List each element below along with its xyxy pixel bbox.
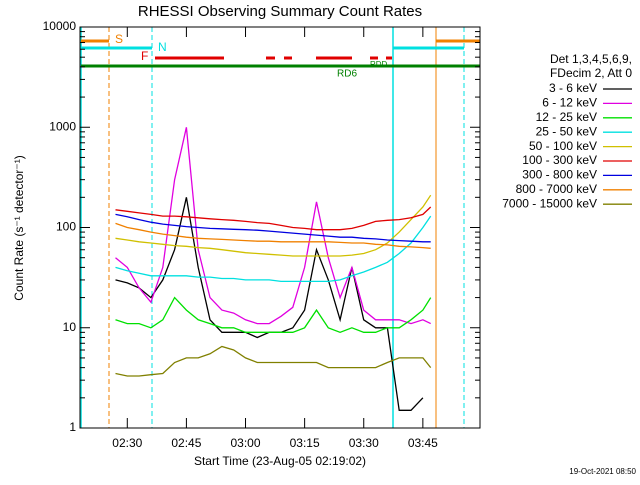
x-tick-label: 03:45 [408,436,438,450]
x-tick-label: 02:45 [171,436,201,450]
legend-label: 12 - 25 keV [536,110,597,124]
x-tick-label: 03:30 [349,436,379,450]
legend-label: 300 - 800 keV [522,168,597,182]
series-line [115,127,431,325]
series-line [115,206,432,231]
y-tick-label: 100 [56,220,76,234]
series-line [115,222,431,249]
y-axis-label: Count Rate (s⁻¹ detector⁻¹) [12,155,26,300]
footer: 19-Oct-2021 08:50 [569,467,636,476]
legend-label: 25 - 50 keV [536,124,597,138]
annotation: S [115,32,123,46]
x-tick-label: 03:00 [231,436,261,450]
legend-label: 100 - 300 keV [522,153,597,167]
series-line [115,213,431,243]
legend-label: 3 - 6 keV [549,81,597,95]
series-line [115,215,432,283]
legend-label: 6 - 12 keV [542,96,597,110]
annotation: RD6 [337,69,357,80]
plot-frame [79,26,481,429]
legend-title: Det 1,3,4,5,6,9, [550,52,632,66]
flags [80,27,480,428]
annotation: F [141,49,148,63]
series-line [115,194,432,257]
annotation: RDD [370,60,388,69]
series-line [115,296,432,333]
y-tick-label: 10 [63,320,77,334]
legend-label: 800 - 7000 keV [516,182,597,196]
x-tick-label: 02:30 [112,436,142,450]
x-tick-label: 03:15 [290,436,320,450]
legend-label: 50 - 100 keV [529,139,597,153]
x-axis-label: Start Time (23-Aug-05 02:19:02) [194,454,366,468]
series-line [115,345,432,377]
series-line [115,197,424,411]
legend-label: 7000 - 15000 keV [502,196,597,210]
y-tick-label: 10000 [43,19,77,33]
y-tick-label: 1 [69,420,76,434]
y-tick-label: 1000 [49,119,76,133]
chart-title: RHESSI Observing Summary Count Rates [138,3,422,20]
legend-title: FDecim 2, Att 0 [550,66,632,80]
annotation: N [158,40,167,54]
